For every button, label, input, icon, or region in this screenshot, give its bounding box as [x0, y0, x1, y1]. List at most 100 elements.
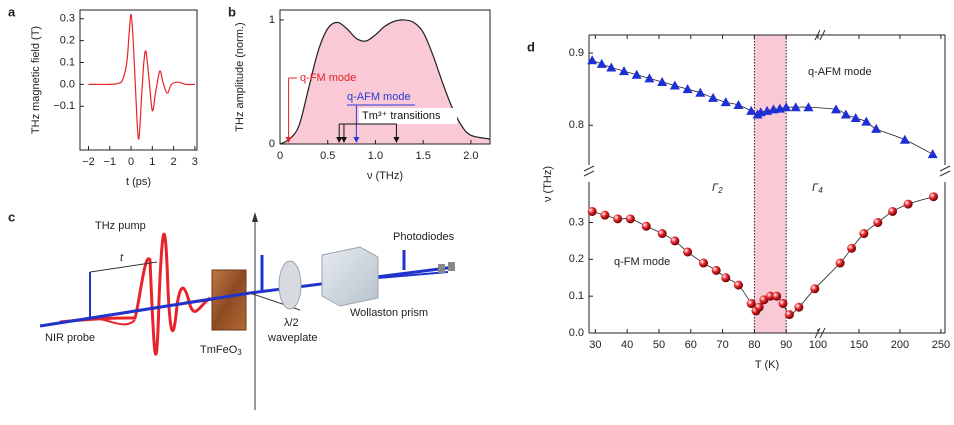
x-tick-label: 30 — [589, 339, 601, 351]
y-tick-label: 0.9 — [569, 47, 584, 59]
diagram-label: t — [120, 252, 124, 264]
x-tick-label: 3 — [192, 156, 198, 168]
data-point — [631, 69, 642, 79]
data-point — [835, 258, 845, 268]
series-label: q-FM mode — [614, 256, 670, 268]
diagram-label: waveplate — [267, 332, 318, 344]
x-tick-label: 1.0 — [368, 150, 383, 162]
panel-label: c — [8, 209, 15, 224]
y-tick-label: −0.1 — [53, 100, 75, 112]
plot-frame — [279, 9, 491, 145]
data-point — [765, 291, 775, 301]
photodiode — [438, 264, 445, 273]
data-point — [831, 104, 842, 114]
y-tick-label: 0.0 — [60, 78, 75, 90]
y-tick-label: 0.0 — [569, 327, 584, 339]
diagram-label: THz pump — [95, 220, 146, 232]
data-point — [733, 280, 743, 290]
diagram-label: NIR probe — [45, 332, 95, 344]
data-point — [733, 100, 744, 110]
y-axis-label: THz magnetic field (T) — [30, 26, 42, 134]
data-point — [754, 302, 764, 312]
x-tick-label: 250 — [932, 339, 950, 351]
panel-label: b — [228, 4, 236, 19]
data-point — [871, 123, 882, 133]
arrow-head — [285, 137, 292, 143]
data-point — [613, 214, 623, 224]
x-tick-label: 80 — [748, 339, 760, 351]
x-tick-label: 1 — [149, 156, 155, 168]
x-tick-label: 0.5 — [320, 150, 335, 162]
data-point — [587, 206, 597, 216]
y-axis-label: THz amplitude (norm.) — [234, 22, 246, 131]
prism — [321, 246, 379, 307]
data-point — [600, 210, 610, 220]
data-point — [929, 192, 939, 202]
data-point — [695, 87, 706, 97]
axis-arrow — [252, 212, 258, 222]
data-point — [903, 199, 913, 209]
x-tick-label: 0 — [128, 156, 134, 168]
photodiode — [448, 262, 455, 271]
x-tick-label: 60 — [685, 339, 697, 351]
data-point — [746, 299, 756, 309]
x-tick-label: 70 — [716, 339, 728, 351]
data-point — [657, 76, 668, 86]
arrow-head — [340, 137, 347, 143]
panel-label: a — [8, 4, 16, 19]
x-axis-label: ν (THz) — [367, 170, 403, 182]
data-point — [657, 229, 667, 239]
data-point — [873, 218, 883, 228]
x-tick-label: 90 — [780, 339, 792, 351]
x-tick-label: 2.0 — [463, 150, 478, 162]
diagram-label: λ/2 — [284, 317, 299, 329]
label-sub: 3 — [237, 348, 242, 357]
data-point — [683, 247, 693, 257]
data-point — [772, 291, 782, 301]
y-tick-label: 0.3 — [569, 216, 584, 228]
x-axis-label: t (ps) — [126, 176, 151, 188]
annotation-box — [359, 108, 457, 124]
data-point — [847, 243, 857, 253]
y-tick-label: 1 — [269, 14, 275, 26]
data-point — [790, 102, 801, 112]
phase-symbol: Γ — [812, 182, 819, 194]
label-text: TmFeO — [200, 344, 238, 356]
x-axis-label: T (K) — [755, 359, 779, 371]
thz-pulse — [59, 232, 211, 356]
data-point — [670, 236, 680, 246]
annotation-text: q-AFM mode — [347, 91, 411, 103]
x-tick-label: 0 — [277, 150, 283, 162]
data-point — [899, 134, 910, 144]
data-point — [596, 58, 607, 68]
data-point — [699, 258, 708, 268]
y-axis-label: ν (THz) — [542, 166, 554, 202]
y-tick-label: 0.2 — [569, 253, 584, 265]
x-tick-label: 1.5 — [416, 150, 431, 162]
phase-sub: 4 — [818, 186, 823, 195]
waveform — [88, 13, 195, 140]
data-point — [794, 302, 804, 312]
x-tick-label: 100 — [809, 339, 827, 351]
arrow-head — [393, 137, 400, 143]
phase-sub: 2 — [717, 186, 723, 195]
spectrum-line — [279, 19, 491, 145]
x-tick-label: 2 — [171, 156, 177, 168]
data-point — [850, 113, 861, 123]
data-point — [721, 273, 731, 283]
data-point — [778, 299, 788, 309]
annotation-text: Tm³⁺ transitions — [362, 110, 441, 122]
phase-label: Γ4 — [812, 182, 823, 195]
y-tick-label: 0.1 — [569, 290, 584, 302]
diagram-label: Wollaston prism — [350, 307, 428, 319]
data-point — [669, 80, 680, 90]
panel-label: d — [527, 39, 535, 54]
phase-symbol: Γ — [712, 182, 719, 194]
data-point — [746, 105, 757, 115]
y-tick-label: 0 — [269, 138, 275, 150]
data-point — [859, 229, 869, 239]
data-point — [711, 265, 721, 275]
data-point — [618, 66, 629, 76]
y-tick-label: 0.3 — [60, 13, 75, 25]
data-point — [606, 62, 617, 72]
